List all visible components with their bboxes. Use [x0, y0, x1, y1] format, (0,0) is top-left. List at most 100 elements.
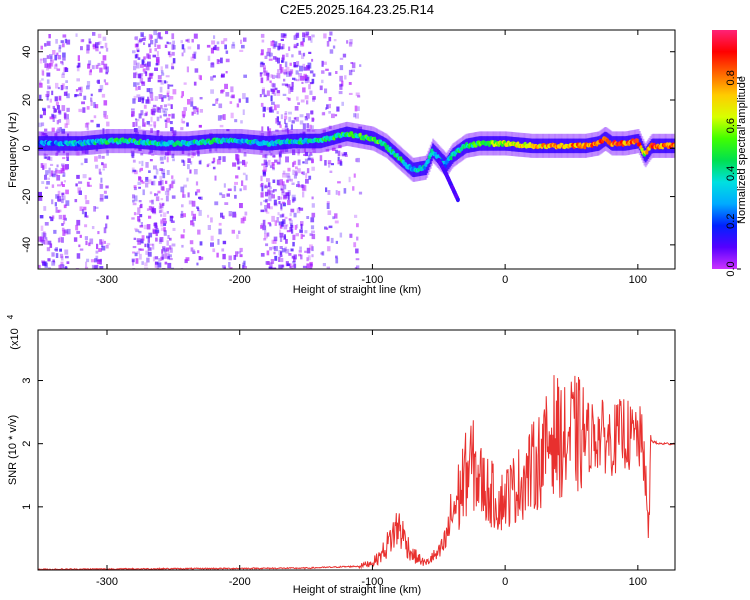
snr-panel: -300 -200 -100 0 100 123 (x10 4 Height of st… — [6, 314, 676, 596]
heatmap-noise-cell — [305, 31, 310, 36]
heatmap-noise-cell — [56, 52, 59, 56]
spectrogram-x-ticks: -300 -200 -100 0 100 — [96, 30, 647, 286]
heatmap-noise-cell — [292, 169, 295, 175]
heatmap-noise-cell — [42, 165, 45, 170]
heatmap-noise-cell — [156, 51, 159, 57]
heatmap-noise-cell — [153, 30, 158, 36]
heatmap-noise-cell — [103, 100, 108, 106]
heatmap-noise-cell — [62, 157, 66, 160]
heatmap-noise-cell — [285, 239, 288, 244]
heatmap-noise-cell — [132, 98, 136, 104]
heatmap-noise-cell — [50, 163, 54, 166]
heatmap-noise-cell — [225, 50, 229, 54]
heatmap-noise-cell — [145, 250, 149, 255]
heatmap-noise-cell — [166, 170, 170, 175]
heatmap-noise-cell — [172, 130, 177, 136]
heatmap-noise-cell — [278, 264, 282, 269]
heatmap-noise-cell — [211, 40, 216, 45]
snr-x-ticks: -300 -200 -100 0 100 — [96, 330, 647, 588]
heatmap-noise-cell — [309, 244, 313, 251]
heatmap-noise-cell — [157, 262, 162, 268]
heatmap-noise-cell — [289, 178, 293, 182]
heatmap-noise-cell — [162, 246, 166, 250]
heatmap-noise-cell — [267, 182, 271, 188]
heatmap-noise-cell — [92, 32, 96, 36]
heatmap-noise-cell — [241, 180, 244, 186]
heatmap-noise-cell — [322, 129, 327, 135]
heatmap-noise-cell — [311, 125, 314, 129]
heatmap-noise-cell — [160, 220, 165, 227]
heatmap-noise-cell — [296, 32, 300, 38]
heatmap-noise-cell — [271, 91, 275, 95]
heatmap-noise-cell — [134, 227, 138, 231]
heatmap-noise-cell — [274, 87, 278, 91]
heatmap-noise-cell — [297, 102, 300, 105]
heatmap-noise-cell — [357, 106, 360, 111]
heatmap-noise-cell — [164, 261, 168, 265]
heatmap-noise-cell — [159, 175, 163, 181]
heatmap-noise-cell — [91, 226, 95, 230]
heatmap-noise-cell — [66, 157, 69, 161]
heatmap-noise-cell — [148, 124, 153, 127]
heatmap-noise-cell — [268, 128, 272, 133]
heatmap-noise-cell — [155, 63, 159, 66]
heatmap-noise-cell — [147, 247, 152, 251]
heatmap-noise-cell — [273, 236, 278, 242]
heatmap-noise-cell — [331, 147, 336, 151]
heatmap-noise-cell — [235, 154, 240, 161]
heatmap-noise-cell — [43, 206, 47, 211]
heatmap-noise-cell — [290, 208, 295, 213]
heatmap-noise-cell — [147, 251, 152, 257]
heatmap-noise-cell — [139, 168, 142, 173]
heatmap-noise-cell — [138, 86, 141, 90]
heatmap-noise-cell — [310, 110, 314, 115]
heatmap-noise-cell — [307, 157, 312, 161]
heatmap-noise-cell — [80, 46, 83, 51]
heatmap-noise-cell — [292, 264, 295, 267]
heatmap-noise-cell — [138, 113, 142, 119]
heatmap-noise-cell — [309, 70, 314, 74]
heatmap-noise-cell — [215, 98, 218, 104]
heatmap-noise-cell — [197, 44, 200, 50]
heatmap-noise-cell — [61, 227, 65, 232]
snr-x-axis-label: Height of straight line (km) — [293, 584, 421, 596]
heatmap-noise-cell — [335, 240, 338, 244]
heatmap-noise-cell — [141, 38, 146, 41]
x-tick-label: -200 — [229, 274, 251, 286]
heatmap-noise-cell — [285, 248, 290, 254]
heatmap-noise-cell — [84, 266, 89, 269]
heatmap-noise-cell — [308, 51, 312, 54]
heatmap-noise-cell — [58, 47, 61, 53]
heatmap-noise-cell — [86, 124, 89, 131]
heatmap-noise-cell — [191, 200, 196, 207]
heatmap-noise-cell — [147, 98, 151, 104]
heatmap-noise-cell — [272, 267, 276, 269]
heatmap-noise-cell — [263, 65, 266, 70]
heatmap-noise-cell — [280, 251, 283, 255]
heatmap-noise-cell — [55, 253, 59, 258]
heatmap-noise-cell — [348, 82, 352, 85]
heatmap-noise-cell — [167, 103, 171, 106]
heatmap-noise-cell — [105, 223, 108, 229]
heatmap-noise-cell — [299, 120, 304, 125]
heatmap-noise-cell — [62, 174, 65, 177]
heatmap-noise-cell — [64, 113, 67, 120]
heatmap-noise-cell — [105, 245, 109, 249]
heatmap-noise-cell — [171, 62, 174, 67]
heatmap-noise-cell — [182, 120, 186, 124]
heatmap-noise-cell — [86, 44, 90, 51]
heatmap-noise-cell — [225, 71, 228, 74]
heatmap-noise-cell — [164, 253, 168, 259]
heatmap-noise-cell — [294, 170, 298, 174]
heatmap-noise-cell — [306, 113, 310, 119]
heatmap-noise-cell — [278, 183, 281, 187]
heatmap-noise-cell — [66, 93, 70, 99]
heatmap-noise-cell — [194, 68, 199, 73]
heatmap-noise-cell — [133, 237, 136, 240]
heatmap-noise-cell — [278, 250, 282, 256]
heatmap-noise-cell — [270, 74, 273, 78]
heatmap-noise-cell — [311, 254, 314, 258]
heatmap-noise-cell — [288, 116, 292, 122]
heatmap-noise-cell — [163, 114, 167, 117]
heatmap-noise-cell — [291, 82, 294, 87]
